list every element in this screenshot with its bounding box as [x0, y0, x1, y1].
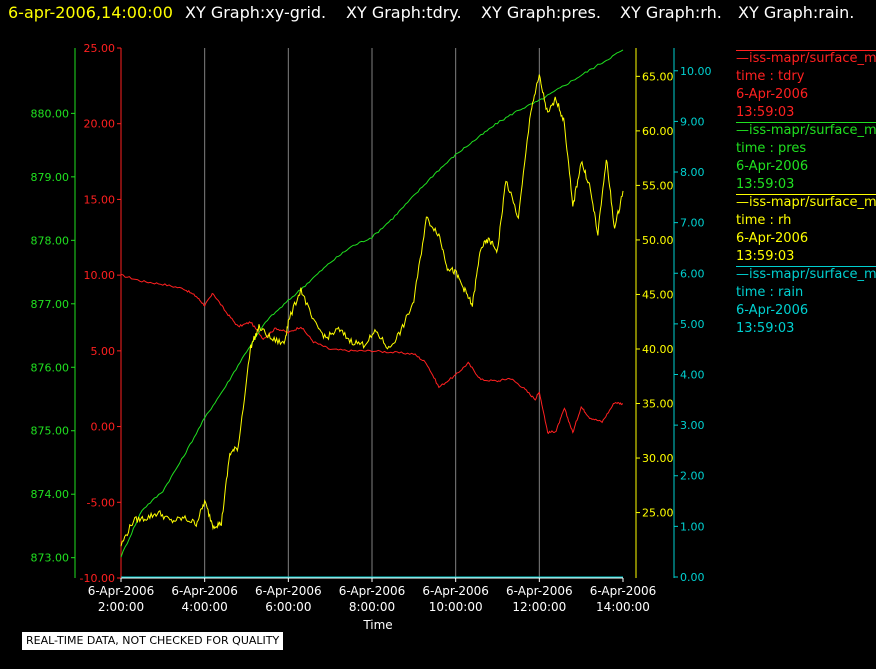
tdry-tick-label: 25.00 [84, 42, 116, 55]
rh-tick-label: 50.00 [642, 234, 674, 247]
legend-source: —iss-mapr/surface_m [736, 51, 876, 66]
graph-title-rh: XY Graph:rh. [620, 3, 722, 22]
legend-source: —iss-mapr/surface_m [736, 123, 876, 138]
tdry-tick-label: -5.00 [87, 496, 115, 509]
rain-tick-label: 4.00 [680, 369, 705, 382]
rh-tick-label: 55.00 [642, 179, 674, 192]
legend-separator [736, 122, 876, 123]
legend-time: 13:59:03 [736, 249, 795, 264]
graph-title-tdry: XY Graph:tdry. [346, 3, 462, 22]
x-tick-time: 14:00:00 [596, 600, 650, 614]
legend-time: 13:59:03 [736, 105, 795, 120]
pres-tick-label: 878.00 [31, 234, 70, 247]
x-tick-time: 4:00:00 [182, 600, 228, 614]
rain-tick-label: 8.00 [680, 166, 705, 179]
tdry-tick-label: 5.00 [91, 345, 116, 358]
x-tick-date: 6-Apr-2006 [171, 584, 238, 598]
rh-tick-label: 25.00 [642, 507, 674, 520]
pres-tick-label: 879.00 [31, 171, 70, 184]
rh-series-line [120, 74, 624, 547]
x-tick-time: 10:00:00 [429, 600, 483, 614]
x-tick-date: 6-Apr-2006 [590, 584, 657, 598]
tdry-tick-label: 0.00 [91, 421, 116, 434]
rain-tick-label: 9.00 [680, 115, 705, 128]
rain-tick-label: 0.00 [680, 571, 705, 584]
legend-field: time : rain [736, 285, 804, 300]
rain-tick-label: 7.00 [680, 217, 705, 230]
x-tick-date: 6-Apr-2006 [255, 584, 322, 598]
x-axis-label: Time [362, 618, 392, 632]
tdry-tick-label: 10.00 [84, 269, 116, 282]
pres-tick-label: 880.00 [31, 107, 70, 120]
x-tick-date: 6-Apr-2006 [339, 584, 406, 598]
pres-tick-label: 873.00 [31, 552, 70, 565]
pres-series-line [120, 49, 624, 558]
graph-header: 6-apr-2006,14:00:00 XY Graph:xy-grid. XY… [0, 0, 876, 28]
tdry-series-line [120, 273, 623, 435]
legend-entry-rh: —iss-mapr/surface_m time : rh 6-Apr-2006… [736, 194, 876, 266]
x-tick-time: 2:00:00 [98, 600, 144, 614]
x-tick-date: 6-Apr-2006 [506, 584, 573, 598]
graph-title-pres: XY Graph:pres. [481, 3, 601, 22]
rh-tick-label: 30.00 [642, 452, 674, 465]
x-tick-time: 6:00:00 [265, 600, 311, 614]
legend-field: time : tdry [736, 69, 805, 84]
legend-field: time : rh [736, 213, 792, 228]
rh-tick-label: 45.00 [642, 288, 674, 301]
quality-warning-label: REAL-TIME DATA, NOT CHECKED FOR QUALITY [21, 631, 285, 651]
x-axis-ticks: 6-Apr-2006 2:00:00 6-Apr-2006 4:00:00 6-Apr-… [88, 578, 657, 614]
rain-tick-label: 2.00 [680, 470, 705, 483]
legend-separator [736, 266, 876, 267]
x-tick-time: 8:00:00 [349, 600, 395, 614]
series-group [120, 49, 624, 578]
legend-entry-pres: —iss-mapr/surface_m time : pres 6-Apr-20… [736, 122, 876, 194]
current-timestamp: 6-apr-2006,14:00:00 [8, 3, 173, 22]
x-tick-date: 6-Apr-2006 [422, 584, 489, 598]
graph-title-rain: XY Graph:rain. [738, 3, 855, 22]
rain-tick-label: 3.00 [680, 419, 705, 432]
legend-source: —iss-mapr/surface_m [736, 195, 876, 210]
tdry-tick-label: 20.00 [84, 118, 116, 131]
axes-group: 873.00 874.00 875.00 876.00 877.00 878.00 879.… [31, 42, 712, 585]
x-tick-time: 12:00:00 [512, 600, 566, 614]
legend-time: 13:59:03 [736, 321, 795, 336]
rain-tick-label: 1.00 [680, 520, 705, 533]
pres-tick-label: 876.00 [31, 361, 70, 374]
legend-separator [736, 50, 876, 51]
rh-tick-label: 35.00 [642, 398, 674, 411]
legend-separator [736, 194, 876, 195]
rh-tick-label: 40.00 [642, 343, 674, 356]
rain-tick-label: 10.00 [680, 65, 712, 78]
legend-entry-rain: —iss-mapr/surface_m time : rain 6-Apr-20… [736, 266, 876, 338]
x-tick-date: 6-Apr-2006 [88, 584, 155, 598]
legend-date: 6-Apr-2006 [736, 159, 809, 174]
legend-date: 6-Apr-2006 [736, 87, 809, 102]
legend-time: 13:59:03 [736, 177, 795, 192]
tdry-tick-label: -10.00 [80, 572, 115, 585]
time-gridlines [204, 48, 540, 578]
rain-tick-label: 6.00 [680, 267, 705, 280]
rh-tick-label: 60.00 [642, 125, 674, 138]
rh-tick-label: 65.00 [642, 70, 674, 83]
legend-source: —iss-mapr/surface_m [736, 267, 876, 282]
rain-tick-label: 5.00 [680, 318, 705, 331]
tdry-tick-label: 15.00 [84, 193, 116, 206]
graph-title-xy-grid: XY Graph:xy-grid. [185, 3, 327, 22]
legend-field: time : pres [736, 141, 807, 156]
legend-entry-tdry: —iss-mapr/surface_m time : tdry 6-Apr-20… [736, 50, 876, 122]
pres-tick-label: 877.00 [31, 298, 70, 311]
pres-tick-label: 875.00 [31, 425, 70, 438]
legend-date: 6-Apr-2006 [736, 231, 809, 246]
pres-tick-label: 874.00 [31, 488, 70, 501]
legend-date: 6-Apr-2006 [736, 303, 809, 318]
